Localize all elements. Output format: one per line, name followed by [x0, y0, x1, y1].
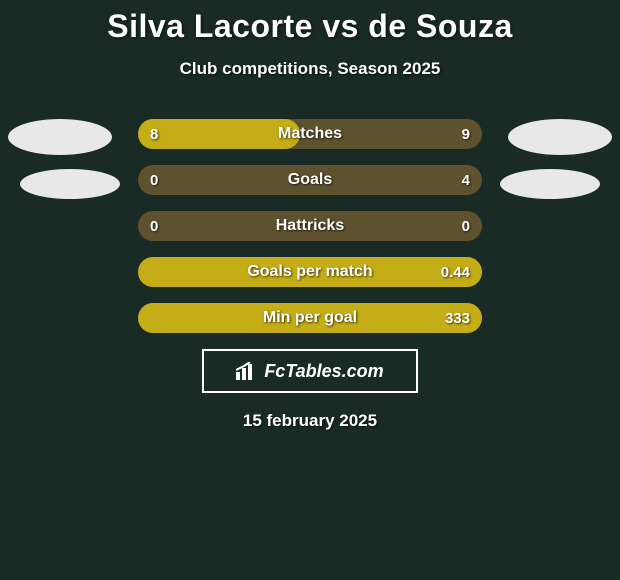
stat-rows: 89Matches 04Goals 00Hattricks 0.44Goals per…	[138, 119, 482, 333]
player-left-avatar-2	[20, 169, 120, 199]
fctables-logo: FcTables.com	[202, 349, 418, 393]
player-right-avatar	[508, 119, 612, 155]
stats-area: 89Matches 04Goals 00Hattricks 0.44Goals per…	[0, 119, 620, 333]
stat-label: Hattricks	[138, 211, 482, 241]
stat-label: Min per goal	[138, 303, 482, 333]
stat-row: 00Hattricks	[138, 211, 482, 241]
stat-label: Goals per match	[138, 257, 482, 287]
bar-chart-icon	[236, 362, 258, 380]
player-right-avatar-2	[500, 169, 600, 199]
stat-label: Matches	[138, 119, 482, 149]
stat-row: 04Goals	[138, 165, 482, 195]
stat-row: 333Min per goal	[138, 303, 482, 333]
date-text: 15 february 2025	[0, 411, 620, 431]
stat-row: 0.44Goals per match	[138, 257, 482, 287]
player-left-avatar	[8, 119, 112, 155]
stat-label: Goals	[138, 165, 482, 195]
stat-row: 89Matches	[138, 119, 482, 149]
page-title: Silva Lacorte vs de Souza	[0, 8, 620, 45]
comparison-card: Silva Lacorte vs de Souza Club competiti…	[0, 0, 620, 431]
subtitle: Club competitions, Season 2025	[0, 59, 620, 79]
logo-text: FcTables.com	[264, 361, 383, 382]
